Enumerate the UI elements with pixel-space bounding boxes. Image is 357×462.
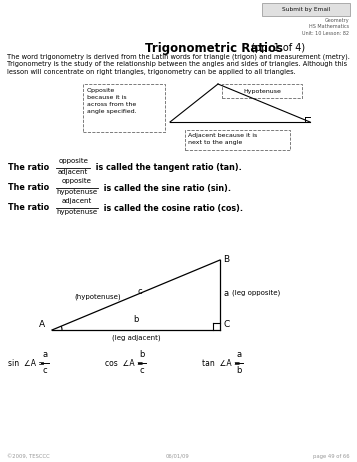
Text: Geometry: Geometry — [325, 18, 349, 23]
Text: a: a — [224, 288, 229, 298]
Text: (pp. 1 of 4): (pp. 1 of 4) — [248, 43, 305, 53]
Text: b: b — [133, 316, 139, 324]
Text: The ratio: The ratio — [8, 164, 49, 172]
FancyBboxPatch shape — [83, 84, 165, 132]
Text: (leg opposite): (leg opposite) — [232, 290, 280, 296]
Text: tan  ∠A =: tan ∠A = — [202, 359, 240, 367]
Text: 06/01/09: 06/01/09 — [166, 454, 190, 459]
Text: opposite: opposite — [58, 158, 88, 164]
Text: Adjacent because it is
next to the angle: Adjacent because it is next to the angle — [188, 133, 257, 145]
Text: is called the cosine ratio (cos).: is called the cosine ratio (cos). — [101, 203, 243, 213]
Text: page 49 of 66: page 49 of 66 — [313, 454, 350, 459]
Text: The word trigonometry is derived from the Latin words for triangle (trigon) and : The word trigonometry is derived from th… — [7, 53, 350, 60]
Text: A: A — [39, 320, 45, 329]
Text: is called the sine ratio (sin).: is called the sine ratio (sin). — [101, 183, 231, 193]
Text: (leg adjacent): (leg adjacent) — [112, 335, 160, 341]
Text: hypotenuse: hypotenuse — [56, 209, 97, 215]
FancyBboxPatch shape — [185, 130, 290, 150]
FancyBboxPatch shape — [222, 84, 302, 98]
Text: b: b — [236, 366, 241, 375]
Text: a: a — [42, 350, 47, 359]
Text: adjacent: adjacent — [58, 169, 88, 175]
Text: HS Mathematics: HS Mathematics — [309, 24, 349, 30]
Text: cos  ∠A =: cos ∠A = — [105, 359, 144, 367]
Text: Trigonometry is the study of the relationship between the angles and sides of tr: Trigonometry is the study of the relatio… — [7, 61, 347, 67]
Text: Trigonometric Ratios: Trigonometric Ratios — [145, 42, 283, 55]
Text: lesson will concentrate on right triangles, trigonometry can be applied to all t: lesson will concentrate on right triangl… — [7, 69, 296, 75]
Text: sin  ∠A =: sin ∠A = — [8, 359, 45, 367]
Text: c: c — [138, 287, 143, 297]
Text: is called the tangent ratio (tan).: is called the tangent ratio (tan). — [94, 164, 242, 172]
Text: Hypotenuse: Hypotenuse — [243, 89, 281, 93]
Text: Submit by Email: Submit by Email — [282, 7, 330, 12]
Text: ©2009, TESCCC: ©2009, TESCCC — [7, 454, 50, 459]
Text: b: b — [139, 350, 144, 359]
Text: B: B — [223, 255, 229, 265]
Text: a: a — [236, 350, 241, 359]
Text: c: c — [42, 366, 47, 375]
Text: (hypotenuse): (hypotenuse) — [74, 294, 121, 300]
Text: hypotenuse: hypotenuse — [56, 189, 97, 195]
FancyBboxPatch shape — [262, 3, 350, 16]
Text: opposite: opposite — [62, 178, 92, 184]
Text: Opposite
because it is
across from the
angle specified.: Opposite because it is across from the a… — [87, 88, 137, 114]
Text: adjacent: adjacent — [62, 198, 92, 204]
Text: C: C — [223, 320, 229, 329]
Text: The ratio: The ratio — [8, 183, 49, 193]
Text: c: c — [139, 366, 144, 375]
Text: Unit: 10 Lesson: 82: Unit: 10 Lesson: 82 — [302, 31, 349, 36]
Text: The ratio: The ratio — [8, 203, 49, 213]
